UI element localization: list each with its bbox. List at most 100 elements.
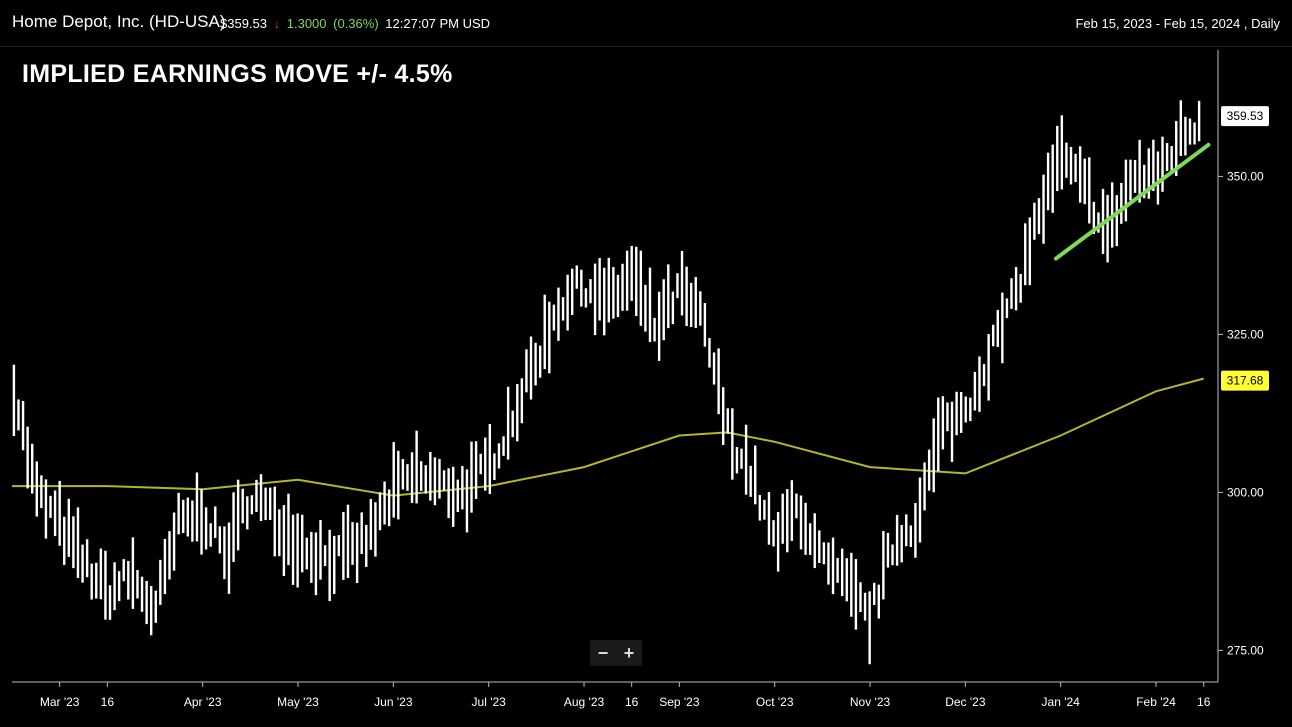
price-bar [1106, 194, 1109, 263]
price-bar [1014, 267, 1018, 311]
quote-row: $359.53 ↓ 1.3000 (0.36%) 12:27:07 PM USD [220, 16, 493, 31]
price-bar [676, 273, 679, 299]
price-bar [351, 522, 354, 565]
price-bar [964, 396, 967, 423]
price-bar [401, 459, 405, 490]
price-bar [296, 513, 299, 588]
x-tick-label: 16 [625, 695, 639, 709]
y-tick-label: 300.00 [1227, 485, 1264, 499]
price-bar [136, 570, 139, 599]
price-bar [58, 480, 61, 546]
price-bar [831, 537, 835, 595]
price-bar [1188, 118, 1192, 145]
moving-average-line [12, 377, 1204, 497]
price-bar [236, 479, 240, 551]
price-bar [946, 402, 949, 432]
price-bar [845, 558, 848, 602]
price-bar [895, 514, 899, 566]
price-bar [959, 391, 963, 433]
price-bar [186, 497, 189, 537]
price-bar [740, 448, 743, 469]
price-bar [822, 542, 826, 565]
price-bar [319, 520, 322, 580]
price-bar [200, 489, 203, 555]
zoom-in-button[interactable]: + [623, 643, 635, 663]
price-bar [991, 324, 995, 347]
price-bar [250, 495, 254, 515]
price-bar [685, 266, 688, 327]
price-bar [584, 288, 588, 308]
price-bar [177, 492, 180, 535]
price-bar [1019, 273, 1022, 303]
price-bar [863, 592, 867, 621]
price-bar [1024, 223, 1027, 286]
price-bar [744, 424, 748, 495]
last-price-badge [1221, 106, 1269, 127]
x-tick-label: Sep '23 [659, 695, 700, 709]
price-bar [419, 461, 423, 491]
price-bar [49, 495, 52, 518]
price-bar [767, 492, 771, 545]
price-bar [1060, 115, 1064, 190]
price-bar [836, 557, 839, 583]
price-bar [223, 526, 226, 580]
price-bar [1161, 136, 1164, 192]
price-bar [689, 282, 693, 328]
x-tick-label: Nov '23 [850, 695, 891, 709]
price-bar [525, 349, 528, 393]
price-bar [827, 542, 830, 585]
price-bar [268, 487, 272, 520]
price-bar [241, 488, 244, 524]
x-tick-label: Jul '23 [472, 695, 507, 709]
price-bar [191, 500, 194, 542]
trendline [1053, 142, 1211, 261]
last-price-label: 359.53 [1227, 109, 1264, 123]
price-bar [204, 507, 208, 550]
price-bar [333, 535, 336, 594]
ticker-title: Home Depot, Inc. (HD-USA) [12, 12, 226, 31]
price-bar [447, 468, 450, 519]
price-bar [108, 585, 112, 620]
price-bar [639, 250, 643, 326]
price-bar [781, 493, 784, 544]
price-bar [548, 301, 551, 374]
price-bar [31, 443, 34, 494]
price-bar [246, 496, 249, 530]
price-bar [497, 443, 501, 469]
price-bar [264, 487, 267, 521]
price-bar [17, 399, 20, 431]
price-bar [314, 532, 318, 596]
price-bar [570, 268, 574, 315]
price-change: 1.3000 [286, 16, 327, 31]
price-bar [1184, 116, 1187, 156]
price-bar [465, 469, 469, 533]
price-bar [653, 317, 656, 342]
price-bar [369, 499, 373, 550]
x-tick-label: May '23 [277, 695, 319, 709]
header-divider [0, 46, 1292, 47]
price-bar [479, 453, 482, 475]
x-tick-label: Mar '23 [40, 695, 80, 709]
quote-time: 12:27:07 PM USD [385, 16, 491, 31]
zoom-out-button[interactable]: − [597, 643, 609, 663]
price-bar [26, 426, 29, 489]
price-bar [456, 479, 459, 512]
price-bar [442, 470, 446, 491]
price-bar [795, 493, 798, 519]
price-bar [1097, 212, 1100, 233]
date-range[interactable]: Feb 15, 2023 - Feb 15, 2024 , Daily [1075, 16, 1280, 31]
x-tick-label: Feb '24 [1136, 695, 1176, 709]
price-bar [429, 451, 432, 501]
price-bar [415, 430, 418, 504]
price-bar [145, 581, 148, 625]
price-bar [346, 504, 350, 578]
price-bar [717, 348, 720, 415]
price-bar [1074, 153, 1077, 183]
last-price: $359.53 [220, 16, 267, 31]
price-bar [1133, 159, 1137, 193]
price-bar [461, 466, 464, 510]
price-bar [397, 450, 400, 520]
price-bar [1115, 195, 1118, 247]
price-bar [85, 539, 89, 578]
